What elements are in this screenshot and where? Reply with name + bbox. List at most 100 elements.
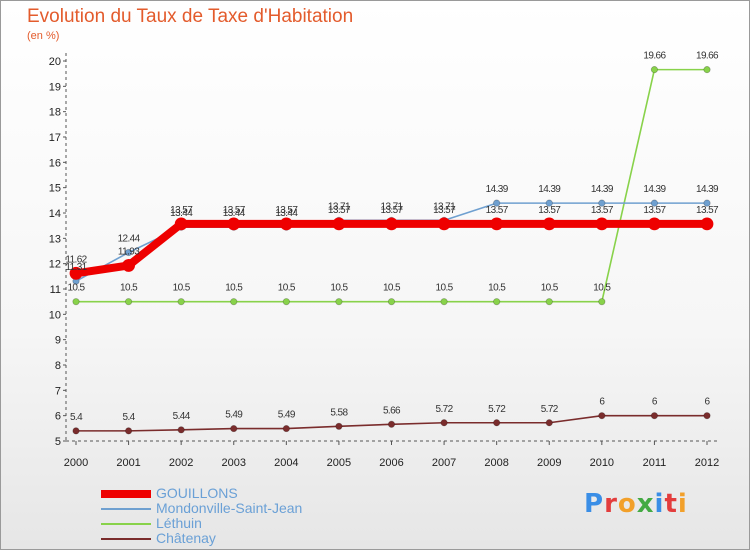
x-tick-label: 2006 — [379, 457, 403, 469]
logo-letter: o — [617, 489, 637, 519]
data-label: 6 — [705, 397, 711, 408]
y-tick-label: 16 — [49, 157, 61, 169]
data-point — [598, 298, 606, 306]
legend-label: Léthuin — [156, 515, 202, 531]
data-label: 5.72 — [488, 404, 506, 415]
data-label: 10.5 — [278, 283, 296, 294]
data-label: 13.71 — [380, 201, 403, 212]
series-ch-tenay — [72, 412, 711, 435]
data-point — [332, 217, 346, 231]
data-point — [440, 298, 448, 306]
data-label: 14.39 — [486, 184, 509, 195]
data-point — [703, 66, 711, 74]
series-gouillons — [69, 217, 714, 280]
y-tick-label: 8 — [55, 360, 61, 372]
data-point — [227, 217, 241, 231]
data-label: 5.44 — [173, 411, 191, 422]
data-label: 6 — [652, 397, 658, 408]
data-label: 11.62 — [65, 254, 87, 265]
data-point — [124, 248, 133, 257]
data-point — [124, 298, 133, 306]
legend-swatch — [101, 537, 151, 540]
data-label: 10.5 — [120, 283, 138, 294]
data-point — [440, 419, 448, 427]
data-label: 14.39 — [591, 184, 614, 195]
y-tick-label: 18 — [49, 107, 61, 119]
data-label: 14.39 — [538, 184, 561, 195]
data-label: 14.39 — [643, 184, 666, 195]
y-tick-label: 17 — [49, 132, 61, 144]
data-point — [437, 217, 451, 231]
data-point — [493, 419, 501, 427]
y-tick-label: 9 — [55, 335, 61, 347]
y-tick-label: 6 — [55, 411, 61, 423]
data-label: 11.31 — [65, 262, 87, 273]
series-layer — [69, 66, 714, 435]
legend-swatch — [101, 522, 151, 525]
data-label: 6 — [599, 397, 605, 408]
x-tick-label: 2012 — [695, 457, 719, 469]
y-tick-label: 7 — [55, 385, 61, 397]
logo-letter: i — [677, 489, 688, 519]
proxiti-logo: Proxiti — [584, 489, 688, 519]
y-tick-label: 19 — [49, 81, 61, 93]
data-point — [174, 217, 188, 231]
data-point — [230, 298, 238, 306]
data-point — [545, 199, 553, 207]
data-point — [385, 217, 398, 231]
data-label: 19.66 — [696, 51, 719, 62]
data-point — [700, 217, 714, 231]
y-axis-unit: (en %) — [27, 30, 60, 42]
x-tick-label: 2003 — [222, 457, 246, 469]
data-label: 5.58 — [330, 407, 348, 418]
legend-item: Léthuin — [101, 516, 302, 531]
data-label: 13.57 — [380, 205, 403, 216]
data-label: 5.4 — [70, 412, 83, 423]
x-tick-label: 2002 — [169, 457, 193, 469]
data-label: 10.5 — [488, 283, 506, 294]
logo-letter: t — [664, 489, 678, 519]
data-label: 13.44 — [223, 208, 246, 219]
data-label: 19.66 — [643, 51, 666, 62]
data-label: 10.5 — [67, 283, 85, 294]
y-tick-label: 12 — [49, 259, 61, 271]
legend: GOUILLONS Mondonville-Saint-Jean Léthuin Ch… — [101, 486, 302, 546]
data-point — [282, 298, 290, 306]
data-label: 13.57 — [591, 205, 614, 216]
axes: 5 6 7 8 9 10 11 12 13 14 15 16 17 18 19 20 2000 2001 2002 2… — [49, 53, 719, 469]
data-point — [545, 419, 553, 427]
x-tick-label: 2009 — [537, 457, 561, 469]
x-tick-label: 2004 — [274, 457, 298, 469]
data-labels: 11.62 11.93 13.57 13.57 13.57 13.57 13.57 13.57… — [65, 51, 719, 423]
data-point — [545, 298, 553, 306]
data-label: 13.44 — [170, 208, 193, 219]
x-tick-label: 2008 — [484, 457, 508, 469]
data-point — [542, 217, 556, 231]
chart-title: Evolution du Taux de Taxe d'Habitation — [27, 6, 354, 27]
data-label: 10.5 — [541, 283, 559, 294]
x-tick-label: 2005 — [327, 457, 351, 469]
y-tick-label: 13 — [49, 233, 61, 245]
data-point — [72, 427, 80, 435]
data-label: 13.71 — [328, 201, 351, 212]
series-line — [75, 219, 707, 278]
data-point — [177, 426, 185, 434]
data-point — [650, 66, 659, 74]
x-tick-label: 2011 — [643, 457, 667, 469]
logo-letter: i — [654, 489, 665, 519]
data-label: 13.57 — [328, 205, 351, 216]
data-point — [490, 217, 504, 231]
data-label: 13.57 — [643, 205, 666, 216]
data-label: 10.5 — [593, 283, 611, 294]
data-label: 14.39 — [696, 184, 719, 195]
data-point — [387, 298, 396, 306]
data-point — [493, 199, 501, 207]
data-point — [703, 199, 711, 207]
y-tick-label: 14 — [49, 208, 61, 220]
data-point — [335, 298, 343, 306]
data-point — [598, 412, 606, 420]
data-point — [335, 422, 343, 430]
legend-swatch — [101, 489, 151, 498]
